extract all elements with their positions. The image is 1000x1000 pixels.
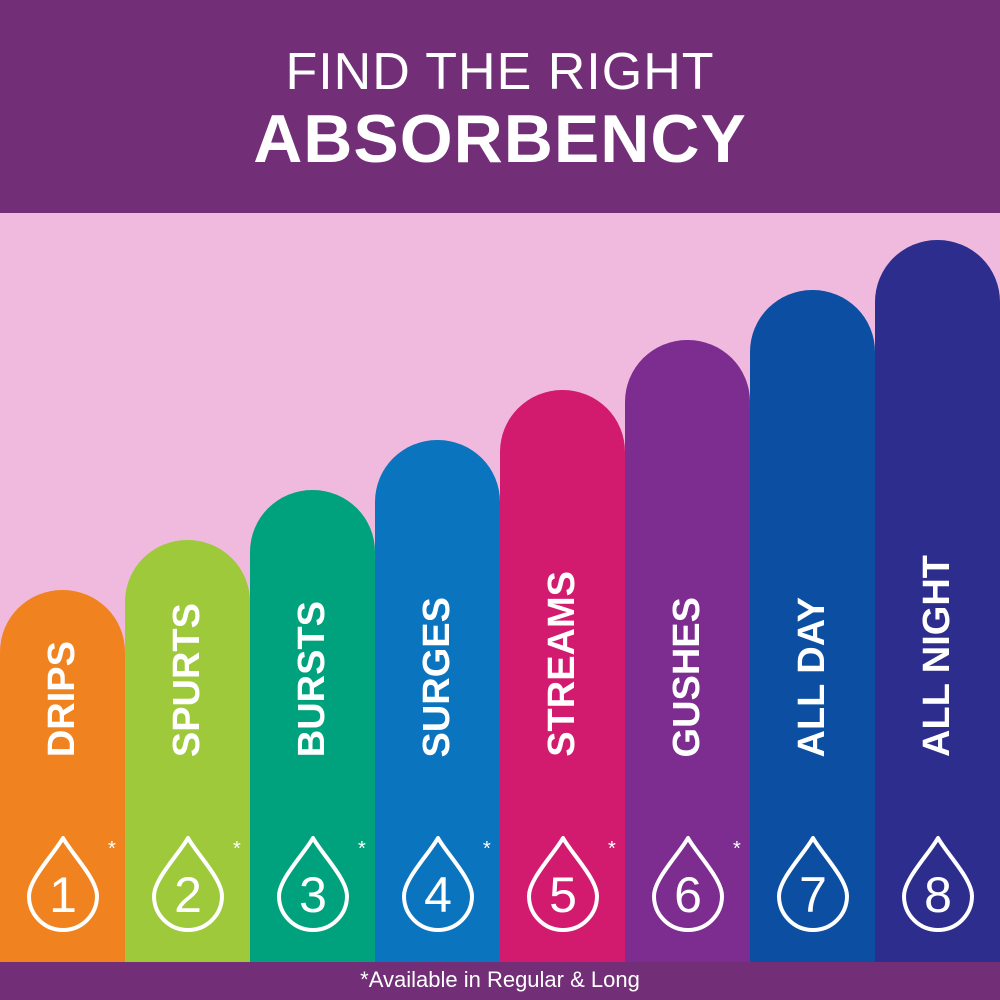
level-number: 4 <box>424 867 452 923</box>
level-label-text: SURGES <box>416 596 458 757</box>
header-banner: FIND THE RIGHT ABSORBENCY <box>0 0 1000 213</box>
level-number: 5 <box>549 867 577 923</box>
level-label-text: BURSTS <box>291 600 333 757</box>
asterisk: * <box>358 838 366 860</box>
level-bar-all-day: ALL DAY 7 <box>750 290 875 962</box>
level-label: BURSTS <box>250 601 375 757</box>
level-label: DRIPS <box>0 641 125 757</box>
level-bar-all-night: ALL NIGHT 8 <box>875 240 1000 962</box>
level-bar-surges: SURGES 4 * <box>375 440 500 962</box>
level-number: 6 <box>674 867 702 923</box>
asterisk: * <box>483 838 491 860</box>
drop-icon: 2 * <box>149 834 241 932</box>
level-number: 3 <box>299 867 327 923</box>
level-number: 1 <box>49 867 77 923</box>
level-label: SURGES <box>375 597 500 757</box>
asterisk: * <box>233 838 241 860</box>
level-bar-spurts: SPURTS 2 * <box>125 540 250 962</box>
level-label: SPURTS <box>125 603 250 757</box>
asterisk: * <box>733 838 741 860</box>
level-label-text: STREAMS <box>541 571 583 757</box>
level-label-text: DRIPS <box>41 640 83 757</box>
drop-icon: 4 * <box>399 834 491 932</box>
level-bar-gushes: GUSHES 6 * <box>625 340 750 962</box>
asterisk: * <box>608 838 616 860</box>
level-label: GUSHES <box>625 597 750 757</box>
level-number: 7 <box>799 867 827 923</box>
level-label-text: GUSHES <box>666 596 708 757</box>
footer-note: *Available in Regular & Long <box>0 962 1000 1000</box>
level-label-text: ALL NIGHT <box>916 555 958 757</box>
level-bar-streams: STREAMS 5 * <box>500 390 625 962</box>
drop-icon: 1 * <box>24 834 116 932</box>
title-line-1: FIND THE RIGHT <box>285 43 715 101</box>
drop-icon: 6 * <box>649 834 741 932</box>
level-number: 8 <box>924 867 952 923</box>
drop-icon: 7 <box>774 834 852 932</box>
level-label: ALL DAY <box>750 597 875 757</box>
level-bar-bursts: BURSTS 3 * <box>250 490 375 962</box>
level-bar-drips: DRIPS 1 * <box>0 590 125 962</box>
drop-icon: 3 * <box>274 834 366 932</box>
drop-icon: 5 * <box>524 834 616 932</box>
drop-icon: 8 <box>899 834 977 932</box>
level-label-text: SPURTS <box>166 602 208 757</box>
level-label: STREAMS <box>500 571 625 757</box>
level-label: ALL NIGHT <box>875 555 1000 757</box>
title-line-2: ABSORBENCY <box>253 101 747 177</box>
level-label-text: ALL DAY <box>791 596 833 757</box>
asterisk: * <box>108 838 116 860</box>
level-number: 2 <box>174 867 202 923</box>
